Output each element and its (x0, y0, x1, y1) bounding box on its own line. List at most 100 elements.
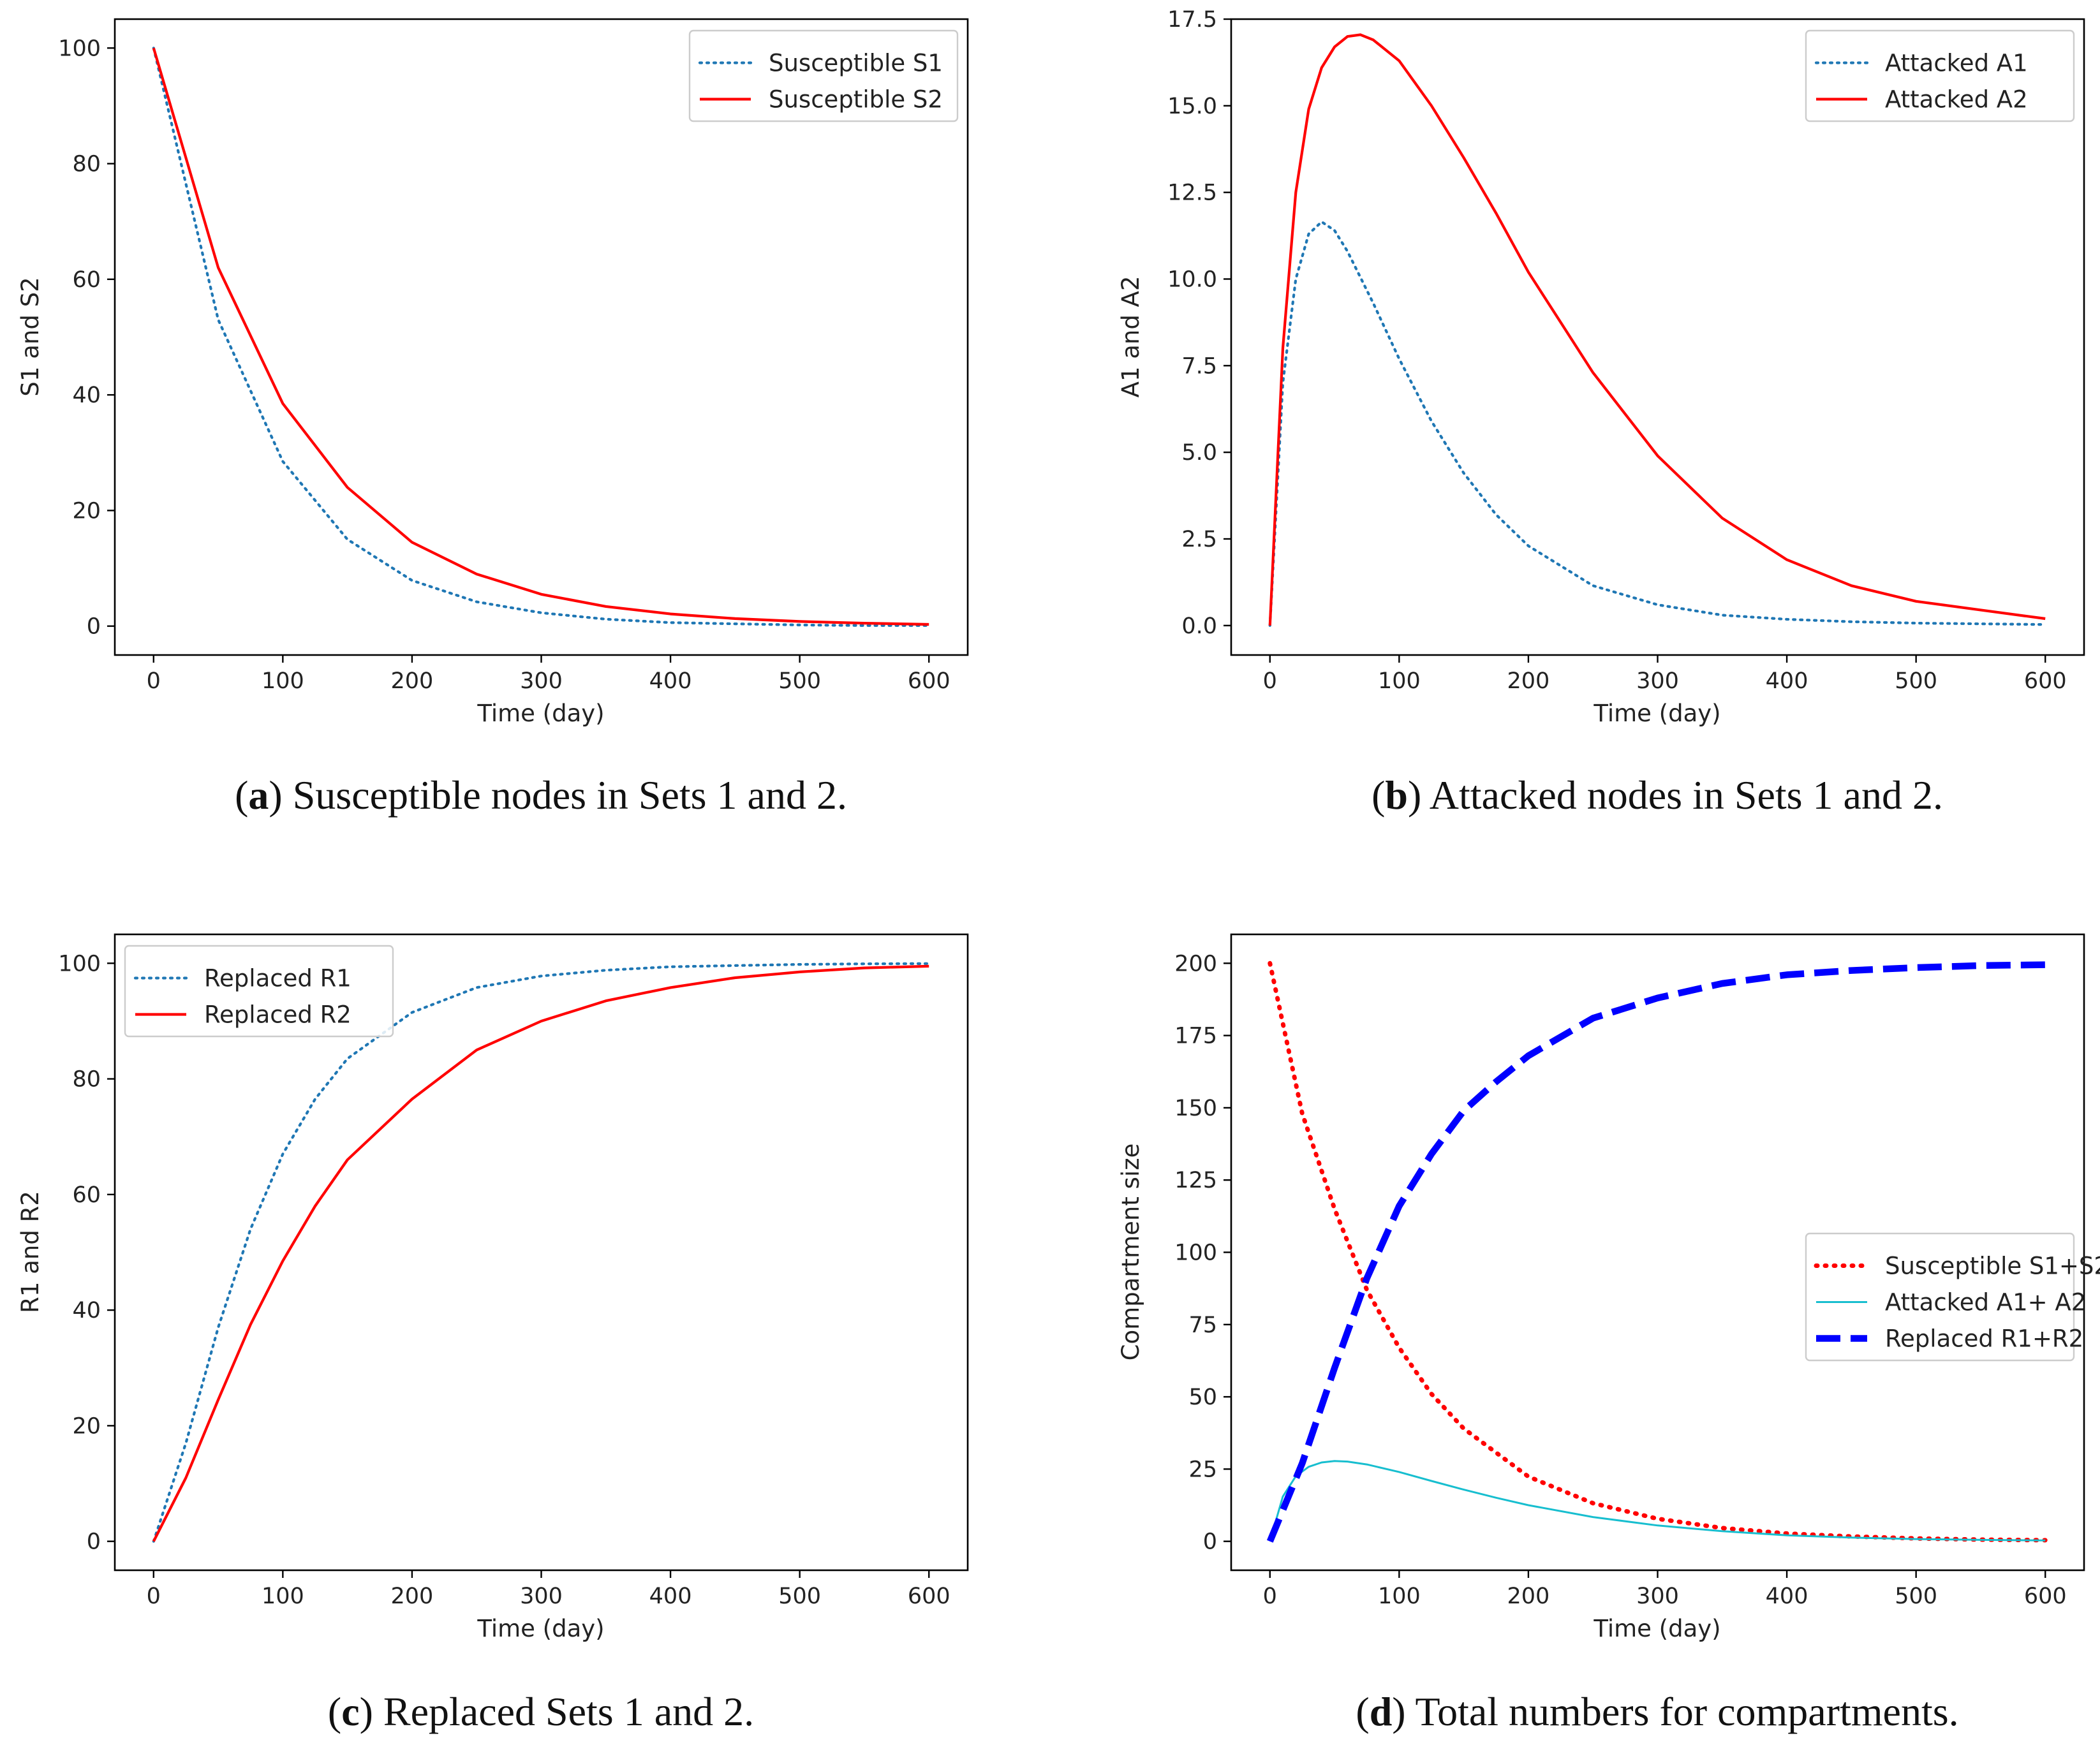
caption-a-letter: a (248, 772, 269, 818)
y-axis-label-a: S1 and S2 (17, 277, 44, 396)
ticks-d: 0 100 200 300 400 500 600 0 25 50 75 100 125 150 175 20… (1174, 951, 2066, 1609)
caption-c-letter: c (341, 1689, 359, 1734)
legend-frame-b (1805, 29, 2075, 122)
y-tick-label-c-0: 0 (87, 1529, 101, 1555)
legend-label-d-2: Attacked A1+ A2 (1885, 1289, 2086, 1316)
x-tick-label-d-5: 500 (1895, 1584, 1937, 1609)
caption-c-text: Replaced Sets 1 and 2. (383, 1689, 754, 1734)
plot-area-c (152, 962, 931, 1543)
series-line-d-2 (1269, 1460, 2046, 1542)
y-tick-label-d-8: 200 (1174, 951, 1217, 976)
legend-label-c-2: Replaced R2 (204, 1001, 351, 1029)
x-tick-label-b-2: 200 (1507, 668, 1550, 694)
panel-c-replaced: 0 100 200 300 400 500 600 0 20 40 60 80 100 Time (da… (17, 933, 969, 1642)
legend-frame-a (688, 29, 959, 122)
series-line-d-3 (1266, 961, 2046, 1543)
series-line-b-2 (1268, 33, 2046, 626)
x-tick-label-c-0: 0 (147, 1584, 161, 1609)
caption-b-text: Attacked nodes in Sets 1 and 2. (1430, 772, 1943, 818)
y-tick-label-d-1: 25 (1188, 1457, 1217, 1482)
y-axis-label-c: R1 and R2 (17, 1191, 44, 1313)
legend-d: Susceptible S1+S2 Attacked A1+ A2 Replaced… (1805, 1232, 2100, 1362)
legend-box-group-a: Susceptible S1 Susceptible S2 (688, 29, 959, 122)
legend-box-group-d: Susceptible S1+S2 Attacked A1+ A2 Replaced… (1805, 1232, 2100, 1362)
caption-d-letter: d (1370, 1689, 1393, 1734)
x-tick-label-a-6: 600 (908, 668, 950, 694)
legend-frame-d (1805, 1232, 2075, 1362)
y-tick-label-c-5: 100 (58, 951, 101, 976)
y-tick-label-b-2: 5.0 (1181, 440, 1217, 466)
x-axis-label-d: Time (day) (1593, 1615, 1720, 1642)
y-tick-label-a-1: 20 (72, 498, 101, 524)
series-line-b-1 (1268, 220, 2047, 627)
caption-a-text: Susceptible nodes in Sets 1 and 2. (293, 772, 847, 818)
y-tick-label-d-4: 100 (1174, 1241, 1217, 1266)
x-tick-label-b-4: 400 (1766, 668, 1808, 694)
series-line-c-2 (152, 964, 929, 1542)
caption-d-text: Total numbers for compartments. (1415, 1689, 1958, 1734)
x-tick-label-c-6: 600 (908, 1584, 950, 1609)
x-tick-label-b-3: 300 (1636, 668, 1679, 694)
legend-label-d-1: Susceptible S1+S2 (1885, 1253, 2100, 1280)
legend-label-a-2: Susceptible S2 (769, 86, 943, 114)
y-tick-label-a-0: 0 (87, 614, 101, 640)
x-tick-label-b-6: 600 (2024, 668, 2067, 694)
legend-label-b-1: Attacked A1 (1885, 50, 2028, 77)
legend-b: Attacked A1 Attacked A2 (1805, 29, 2075, 122)
ticks-c: 0 100 200 300 400 500 600 0 20 40 60 80 100 (58, 951, 950, 1609)
legend-c: Replaced R1 Replaced R2 (124, 945, 394, 1038)
y-axis-label-b: A1 and A2 (1117, 276, 1144, 398)
plot-area-b (1268, 33, 2047, 627)
x-axis-label-b: Time (day) (1593, 700, 1720, 727)
panel-a-susceptible: 0 100 200 300 400 500 600 0 20 40 60 80 100 Time (da… (17, 18, 969, 727)
panel-d-totals: 0 100 200 300 400 500 600 0 25 50 75 100 125 150 175 20… (1117, 933, 2100, 1642)
y-tick-label-c-2: 40 (72, 1298, 101, 1323)
plot-area-a (152, 47, 931, 627)
series-line-a-2 (152, 47, 929, 626)
y-tick-label-c-1: 20 (72, 1413, 101, 1439)
series-line-c-1 (152, 962, 931, 1543)
x-tick-label-c-3: 300 (520, 1584, 563, 1609)
caption-b-letter: b (1385, 772, 1408, 818)
x-tick-label-d-4: 400 (1766, 1584, 1808, 1609)
legend-label-c-1: Replaced R1 (204, 965, 351, 992)
y-tick-label-b-0: 0.0 (1181, 614, 1217, 639)
y-tick-label-b-7: 17.5 (1167, 7, 1217, 33)
y-tick-label-d-0: 0 (1203, 1529, 1217, 1555)
x-tick-label-b-0: 0 (1263, 668, 1277, 694)
x-tick-label-d-1: 100 (1378, 1584, 1421, 1609)
y-tick-label-a-5: 100 (58, 36, 101, 61)
y-tick-label-b-1: 2.5 (1181, 527, 1217, 552)
y-tick-label-d-6: 150 (1174, 1096, 1217, 1121)
y-tick-label-a-4: 80 (72, 152, 101, 177)
x-tick-label-c-1: 100 (262, 1584, 304, 1609)
y-tick-label-d-7: 175 (1174, 1024, 1217, 1049)
legend-box-group-c: Replaced R1 Replaced R2 (124, 945, 394, 1038)
x-tick-label-d-3: 300 (1636, 1584, 1679, 1609)
plot-area-d (1266, 961, 2048, 1543)
y-tick-label-b-3: 7.5 (1181, 353, 1217, 379)
ticks-a: 0 100 200 300 400 500 600 0 20 40 60 80 100 (58, 36, 950, 694)
x-axis-label-a: Time (day) (477, 700, 604, 727)
ticks-b: 0 100 200 300 400 500 600 0.0 2.5 5.0 7.5 10.0 12.5 1… (1167, 7, 2067, 694)
x-tick-label-a-2: 200 (391, 668, 434, 694)
y-tick-label-d-2: 50 (1188, 1385, 1217, 1410)
y-tick-label-b-5: 12.5 (1167, 180, 1217, 206)
legend-frame-c (124, 945, 394, 1038)
y-tick-label-a-3: 60 (72, 267, 101, 293)
y-tick-label-d-5: 125 (1174, 1168, 1217, 1193)
x-tick-label-d-6: 600 (2024, 1584, 2067, 1609)
legend-label-a-1: Susceptible S1 (769, 50, 943, 77)
x-tick-label-a-3: 300 (520, 668, 563, 694)
series-line-a-1 (152, 47, 931, 627)
legend-label-b-2: Attacked A2 (1885, 86, 2028, 114)
caption-b: (b) Attacked nodes in Sets 1 and 2. (1372, 772, 1943, 818)
y-tick-label-d-3: 75 (1188, 1313, 1217, 1338)
x-tick-label-a-4: 400 (649, 668, 692, 694)
y-axis-label-d: Compartment size (1117, 1144, 1144, 1361)
x-tick-label-a-5: 500 (778, 668, 821, 694)
x-tick-label-c-5: 500 (778, 1584, 821, 1609)
y-tick-label-b-4: 10.0 (1167, 267, 1217, 292)
x-tick-label-d-0: 0 (1263, 1584, 1277, 1609)
y-tick-label-c-3: 60 (72, 1182, 101, 1208)
